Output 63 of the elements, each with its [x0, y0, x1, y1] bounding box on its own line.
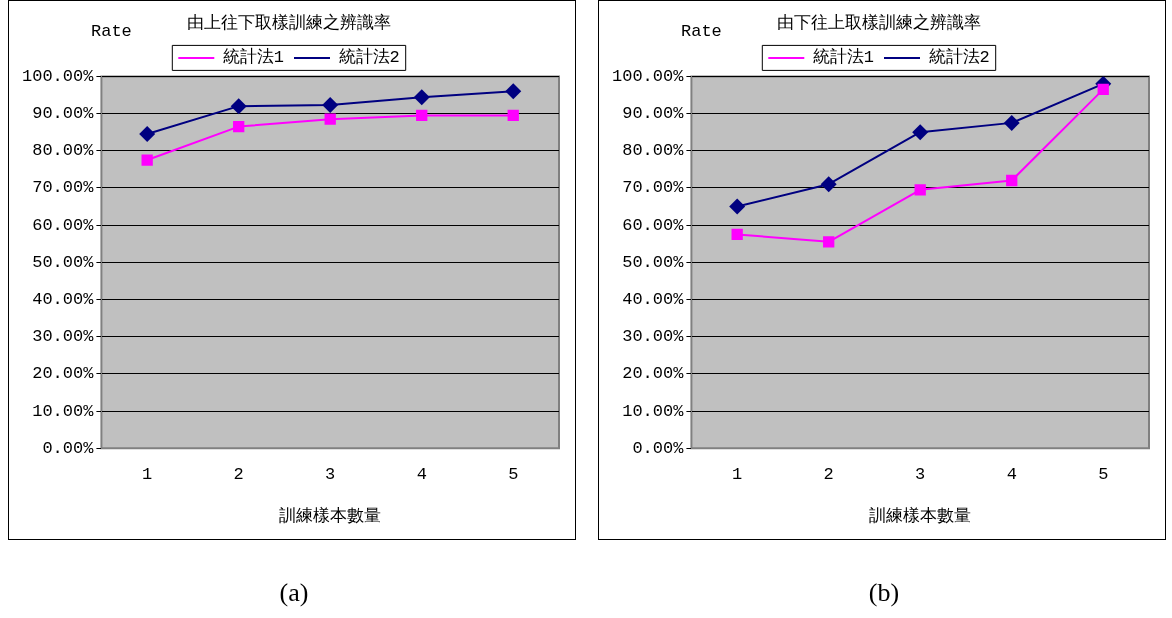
point: [1097, 83, 1109, 96]
y-axis-title: Rate: [91, 22, 132, 42]
y-axis-title: Rate: [681, 22, 722, 42]
y-tick-label: 10.00%: [622, 401, 685, 421]
x-tick-label: 4: [1006, 464, 1017, 484]
legend-label: 統計法2: [338, 47, 400, 68]
point: [141, 154, 153, 166]
y-tick-label: 40.00%: [32, 289, 95, 309]
y-tick-label: 70.00%: [622, 178, 685, 198]
y-tick-label: 90.00%: [622, 104, 685, 124]
y-tick-label: 80.00%: [32, 141, 95, 161]
chart-title: 由上往下取樣訓練之辨識率: [187, 12, 391, 33]
x-tick-label: 5: [1098, 464, 1109, 484]
text: (a): [278, 578, 310, 608]
point: [914, 184, 926, 196]
y-tick-label: 50.00%: [32, 252, 95, 272]
point: [322, 97, 339, 114]
y-tick-label: 10.00%: [32, 401, 95, 421]
point: [507, 109, 519, 122]
y-tick-label: 70.00%: [32, 178, 95, 198]
point: [505, 83, 522, 100]
point: [230, 98, 247, 115]
x-tick-label: 1: [732, 464, 743, 484]
point: [729, 198, 746, 215]
point: [233, 120, 245, 133]
chart-title: 由下往上取樣訓練之辨識率: [777, 12, 981, 33]
y-tick-label: 20.00%: [32, 364, 95, 384]
x-tick-label: 2: [233, 464, 244, 484]
point: [1006, 174, 1018, 187]
y-tick-label: 0.00%: [632, 438, 685, 458]
point: [413, 89, 430, 106]
point: [731, 228, 743, 241]
y-tick-label: 100.00%: [21, 66, 95, 86]
x-tick-label: 3: [325, 464, 336, 484]
legend-label: 統計法2: [928, 47, 990, 68]
point: [416, 109, 428, 122]
y-tick-label: 90.00%: [32, 104, 95, 124]
x-tick-label: 1: [142, 464, 153, 484]
text: (b): [867, 578, 901, 608]
y-tick-label: 100.00%: [611, 66, 685, 86]
y-tick-label: 50.00%: [622, 252, 685, 272]
legend-label: 統計法1: [812, 47, 874, 68]
y-tick-label: 30.00%: [622, 327, 685, 347]
x-tick-label: 3: [915, 464, 926, 484]
y-tick-label: 0.00%: [42, 438, 95, 458]
y-tick-label: 40.00%: [622, 289, 685, 309]
y-tick-label: 60.00%: [622, 215, 685, 235]
point: [324, 113, 336, 125]
x-tick-label: 4: [416, 464, 427, 484]
point: [823, 236, 835, 248]
point: [1003, 114, 1020, 131]
legend-label: 統計法1: [222, 47, 284, 68]
y-tick-label: 60.00%: [32, 215, 95, 235]
point: [820, 176, 837, 193]
x-tick-label: 5: [508, 464, 519, 484]
y-tick-label: 20.00%: [622, 364, 685, 384]
x-axis-title: 訓練樣本數量: [869, 506, 972, 527]
y-tick-label: 30.00%: [32, 327, 95, 347]
x-tick-label: 2: [823, 464, 834, 484]
x-axis-title: 訓練樣本數量: [279, 506, 382, 527]
y-tick-label: 80.00%: [622, 141, 685, 161]
point: [912, 124, 929, 141]
point: [139, 126, 156, 143]
